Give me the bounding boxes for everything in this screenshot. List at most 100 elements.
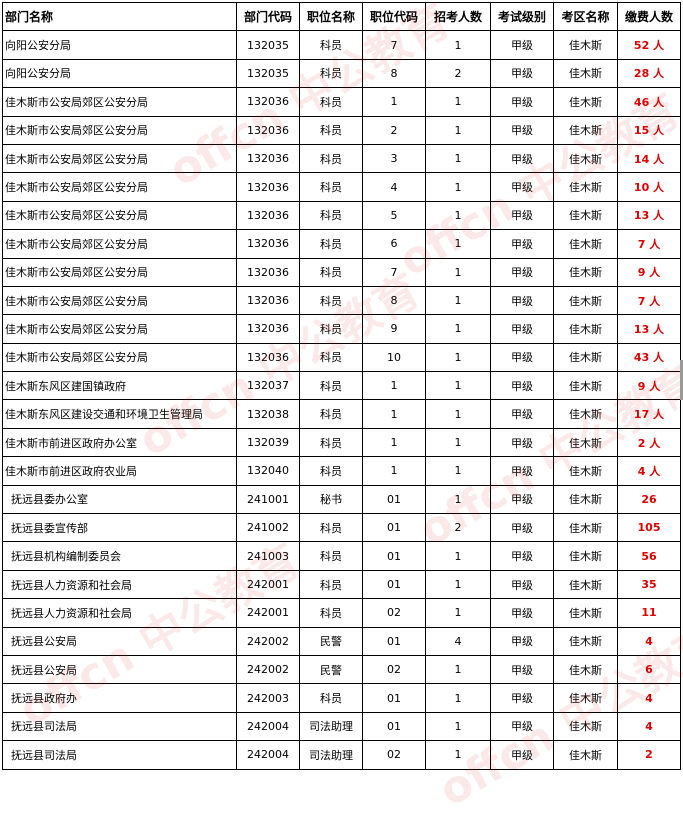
- cell-dept-name: 佳木斯市公安局郊区公安分局: [2, 172, 237, 202]
- cell-exam-level: 甲级: [490, 513, 554, 543]
- cell-position-code: 2: [362, 115, 426, 145]
- cell-position-name: 司法助理: [299, 711, 363, 742]
- cell-position-name: 科员: [299, 58, 363, 89]
- cell-dept-code: 132036: [236, 143, 300, 174]
- header-exam-level: 考试级别: [490, 1, 554, 32]
- cell-dept-name: 佳木斯市公安局郊区公安分局: [2, 285, 237, 316]
- cell-dept-name: 抚远县司法局: [2, 711, 237, 742]
- table-row: 佳木斯市前进区政府办公室 132039 科员 1 1 甲级 佳木斯 2 人: [2, 427, 681, 458]
- cell-exam-level: 甲级: [490, 87, 554, 117]
- cell-exam-area: 佳木斯: [553, 200, 618, 231]
- header-row: 部门名称 部门代码 职位名称 职位代码 招考人数 考试级别 考区名称 缴费人数: [2, 1, 681, 32]
- cell-position-name: 民警: [299, 654, 363, 685]
- cell-paid-count: 13 人: [617, 314, 681, 344]
- cell-position-name: 科员: [299, 115, 363, 145]
- cell-position-name: 科员: [299, 285, 363, 316]
- cell-recruit-count: 4: [425, 626, 491, 656]
- cell-exam-level: 甲级: [490, 371, 554, 401]
- cell-dept-code: 132036: [236, 314, 300, 344]
- cell-dept-name: 抚远县委办公室: [2, 484, 237, 515]
- header-exam-area: 考区名称: [553, 1, 618, 32]
- table-row: 佳木斯市公安局郊区公安分局 132036 科员 7 1 甲级 佳木斯 9 人: [2, 257, 681, 287]
- cell-dept-code: 132036: [236, 229, 300, 259]
- cell-dept-code: 242002: [236, 626, 300, 656]
- cell-paid-count: 9 人: [617, 371, 681, 401]
- table-row: 抚远县委宣传部 241002 科员 01 2 甲级 佳木斯 105: [2, 513, 681, 543]
- cell-position-code: 1: [362, 427, 426, 458]
- table-row: 佳木斯市公安局郊区公安分局 132036 科员 2 1 甲级 佳木斯 15 人: [2, 115, 681, 145]
- cell-recruit-count: 1: [425, 683, 491, 713]
- cell-recruit-count: 1: [425, 257, 491, 287]
- cell-exam-area: 佳木斯: [553, 740, 618, 770]
- scrollbar[interactable]: [680, 360, 683, 400]
- table-row: 佳木斯市公安局郊区公安分局 132036 科员 9 1 甲级 佳木斯 13 人: [2, 314, 681, 344]
- cell-position-name: 科员: [299, 257, 363, 287]
- cell-position-code: 6: [362, 229, 426, 259]
- cell-recruit-count: 1: [425, 654, 491, 685]
- cell-paid-count: 26: [617, 484, 681, 515]
- cell-position-code: 8: [362, 58, 426, 89]
- cell-dept-code: 132040: [236, 456, 300, 486]
- cell-exam-level: 甲级: [490, 598, 554, 628]
- cell-recruit-count: 1: [425, 399, 491, 429]
- cell-recruit-count: 2: [425, 58, 491, 89]
- table-row: 向阳公安分局 132035 科员 7 1 甲级 佳木斯 52 人: [2, 30, 681, 60]
- cell-exam-level: 甲级: [490, 484, 554, 515]
- cell-dept-code: 242002: [236, 654, 300, 685]
- cell-position-name: 科员: [299, 541, 363, 571]
- table-row: 抚远县人力资源和社会局 242001 科员 02 1 甲级 佳木斯 11: [2, 598, 681, 628]
- cell-dept-code: 132039: [236, 427, 300, 458]
- cell-dept-code: 132036: [236, 257, 300, 287]
- cell-recruit-count: 1: [425, 541, 491, 571]
- cell-position-name: 科员: [299, 87, 363, 117]
- cell-exam-level: 甲级: [490, 456, 554, 486]
- cell-position-name: 科员: [299, 314, 363, 344]
- cell-position-name: 科员: [299, 598, 363, 628]
- cell-recruit-count: 1: [425, 172, 491, 202]
- cell-recruit-count: 1: [425, 484, 491, 515]
- cell-dept-code: 132036: [236, 200, 300, 231]
- table-row: 佳木斯东风区建设交通和环境卫生管理局 132038 科员 1 1 甲级 佳木斯 17 人: [2, 399, 681, 429]
- cell-exam-level: 甲级: [490, 399, 554, 429]
- cell-recruit-count: 1: [425, 30, 491, 60]
- cell-exam-area: 佳木斯: [553, 456, 618, 486]
- header-paid-count: 缴费人数: [617, 1, 681, 32]
- cell-position-name: 科员: [299, 513, 363, 543]
- cell-paid-count: 4 人: [617, 456, 681, 486]
- cell-recruit-count: 1: [425, 87, 491, 117]
- cell-paid-count: 14 人: [617, 143, 681, 174]
- cell-recruit-count: 1: [425, 371, 491, 401]
- cell-exam-area: 佳木斯: [553, 683, 618, 713]
- cell-exam-area: 佳木斯: [553, 285, 618, 316]
- cell-dept-name: 佳木斯市前进区政府办公室: [2, 427, 237, 458]
- cell-recruit-count: 1: [425, 314, 491, 344]
- cell-exam-area: 佳木斯: [553, 314, 618, 344]
- cell-recruit-count: 1: [425, 711, 491, 742]
- cell-position-code: 9: [362, 314, 426, 344]
- cell-exam-area: 佳木斯: [553, 399, 618, 429]
- cell-position-name: 民警: [299, 626, 363, 656]
- table-row: 佳木斯市前进区政府农业局 132040 科员 1 1 甲级 佳木斯 4 人: [2, 456, 681, 486]
- table-row: 抚远县司法局 242004 司法助理 01 1 甲级 佳木斯 4: [2, 711, 681, 742]
- cell-exam-level: 甲级: [490, 569, 554, 600]
- table-row: 抚远县公安局 242002 民警 01 4 甲级 佳木斯 4: [2, 626, 681, 656]
- cell-paid-count: 15 人: [617, 115, 681, 145]
- cell-exam-area: 佳木斯: [553, 484, 618, 515]
- cell-dept-name: 佳木斯市公安局郊区公安分局: [2, 87, 237, 117]
- cell-paid-count: 28 人: [617, 58, 681, 89]
- cell-dept-code: 132038: [236, 399, 300, 429]
- cell-dept-code: 241003: [236, 541, 300, 571]
- cell-paid-count: 2: [617, 740, 681, 770]
- cell-position-code: 01: [362, 541, 426, 571]
- table-row: 向阳公安分局 132035 科员 8 2 甲级 佳木斯 28 人: [2, 58, 681, 89]
- cell-exam-area: 佳木斯: [553, 30, 618, 60]
- cell-paid-count: 52 人: [617, 30, 681, 60]
- table-row: 抚远县机构编制委员会 241003 科员 01 1 甲级 佳木斯 56: [2, 541, 681, 571]
- cell-recruit-count: 1: [425, 115, 491, 145]
- cell-exam-level: 甲级: [490, 30, 554, 60]
- cell-recruit-count: 1: [425, 427, 491, 458]
- cell-dept-name: 抚远县委宣传部: [2, 513, 237, 543]
- table-row: 佳木斯市公安局郊区公安分局 132036 科员 6 1 甲级 佳木斯 7 人: [2, 229, 681, 259]
- cell-recruit-count: 1: [425, 143, 491, 174]
- cell-paid-count: 9 人: [617, 257, 681, 287]
